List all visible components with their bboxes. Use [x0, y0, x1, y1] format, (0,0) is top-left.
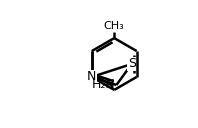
Text: S: S: [128, 57, 136, 71]
Text: H₂N: H₂N: [92, 78, 116, 92]
Text: CH₃: CH₃: [104, 21, 125, 31]
Text: N: N: [87, 70, 96, 83]
